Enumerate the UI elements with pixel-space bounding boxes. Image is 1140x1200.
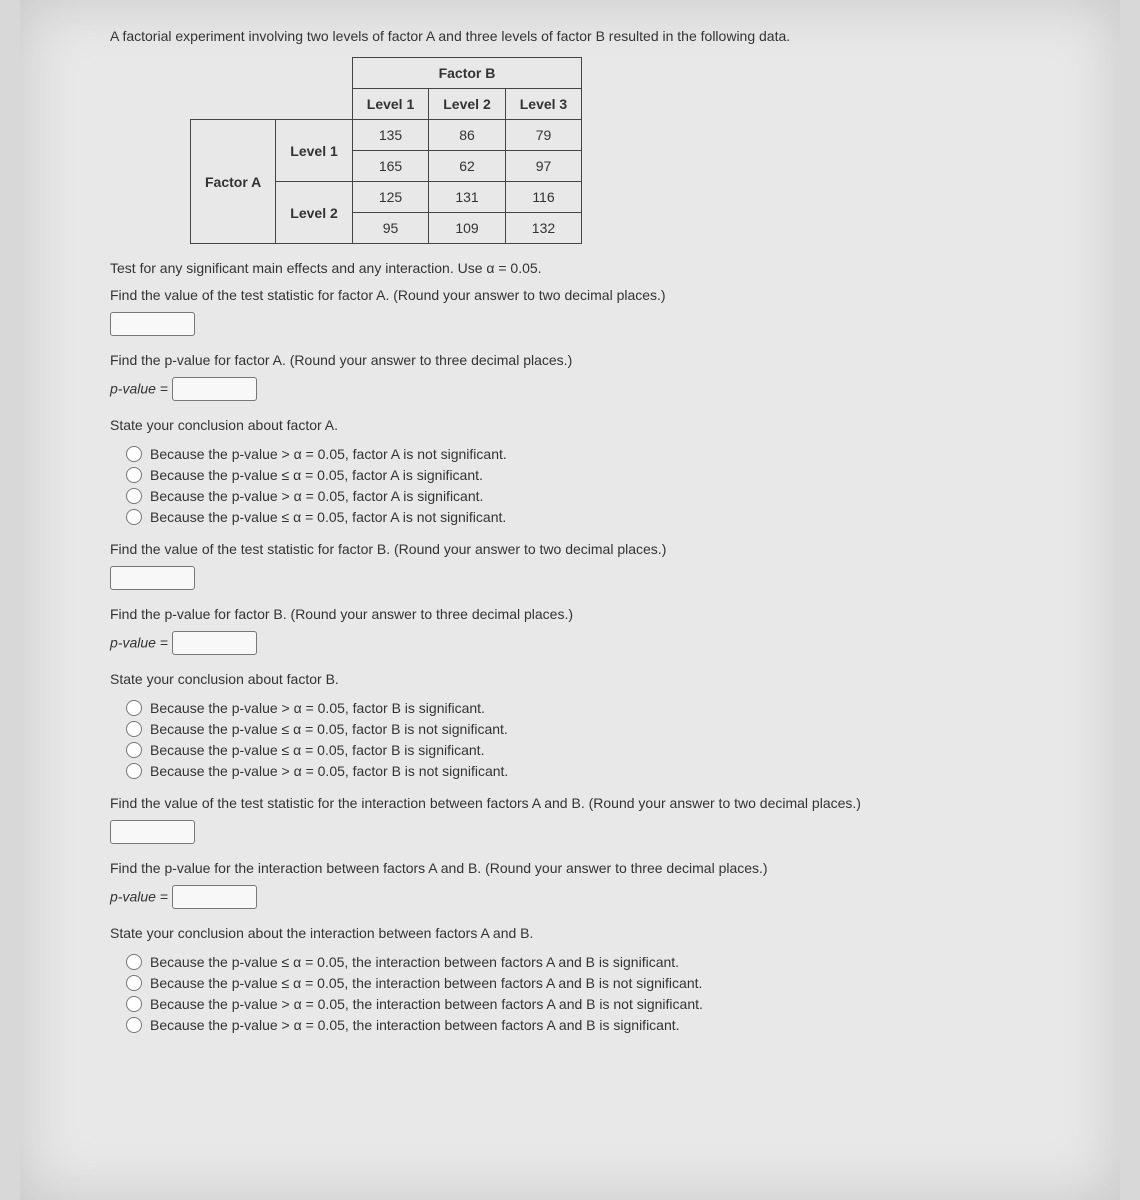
- interaction-option-3-radio[interactable]: [126, 996, 142, 1012]
- factor-b-option-3: Because the p-value ≤ α = 0.05, factor B…: [150, 742, 484, 758]
- interaction-option-3: Because the p-value > α = 0.05, the inte…: [150, 996, 703, 1012]
- factor-b-option-2: Because the p-value ≤ α = 0.05, factor B…: [150, 721, 508, 737]
- factor-b-pval-prompt: Find the p-value for factor B. (Round yo…: [110, 604, 1090, 625]
- col-level3: Level 3: [505, 89, 581, 120]
- interaction-pval-input[interactable]: [172, 885, 257, 909]
- row-level2: Level 2: [276, 182, 352, 244]
- factor-a-option-1: Because the p-value > α = 0.05, factor A…: [150, 446, 507, 462]
- factor-a-option-1-radio[interactable]: [126, 446, 142, 462]
- cell: 165: [352, 151, 428, 182]
- pvalue-label: p-value =: [110, 381, 168, 397]
- cell: 79: [505, 120, 581, 151]
- factor-b-concl-prompt: State your conclusion about factor B.: [110, 669, 1090, 690]
- factor-a-option-4: Because the p-value ≤ α = 0.05, factor A…: [150, 509, 506, 525]
- intro-text: A factorial experiment involving two lev…: [110, 26, 1090, 47]
- row-level1: Level 1: [276, 120, 352, 182]
- interaction-option-2: Because the p-value ≤ α = 0.05, the inte…: [150, 975, 702, 991]
- factor-a-stat-prompt: Find the value of the test statistic for…: [110, 285, 1090, 306]
- pvalue-label: p-value =: [110, 889, 168, 905]
- factor-a-pval-prompt: Find the p-value for factor A. (Round yo…: [110, 350, 1090, 371]
- factor-b-pval-input[interactable]: [172, 631, 257, 655]
- cell: 135: [352, 120, 428, 151]
- cell: 62: [429, 151, 505, 182]
- factor-a-option-3-radio[interactable]: [126, 488, 142, 504]
- cell: 97: [505, 151, 581, 182]
- cell: 86: [429, 120, 505, 151]
- factor-b-option-1-radio[interactable]: [126, 700, 142, 716]
- cell: 116: [505, 182, 581, 213]
- interaction-option-4: Because the p-value > α = 0.05, the inte…: [150, 1017, 680, 1033]
- cell: 131: [429, 182, 505, 213]
- factor-a-option-2: Because the p-value ≤ α = 0.05, factor A…: [150, 467, 483, 483]
- test-instruction: Test for any significant main effects an…: [110, 258, 1090, 279]
- factor-b-option-4: Because the p-value > α = 0.05, factor B…: [150, 763, 508, 779]
- cell: 95: [352, 213, 428, 244]
- col-level2: Level 2: [429, 89, 505, 120]
- interaction-pval-prompt: Find the p-value for the interaction bet…: [110, 858, 1090, 879]
- interaction-option-1: Because the p-value ≤ α = 0.05, the inte…: [150, 954, 679, 970]
- cell: 132: [505, 213, 581, 244]
- question-page: A factorial experiment involving two lev…: [20, 0, 1120, 1200]
- pvalue-label: p-value =: [110, 635, 168, 651]
- factor-a-pval-input[interactable]: [172, 377, 257, 401]
- factor-a-header: Factor A: [191, 120, 276, 244]
- interaction-concl-prompt: State your conclusion about the interact…: [110, 923, 1090, 944]
- factor-b-stat-prompt: Find the value of the test statistic for…: [110, 539, 1090, 560]
- factor-b-header: Factor B: [352, 58, 581, 89]
- factor-a-option-2-radio[interactable]: [126, 467, 142, 483]
- interaction-stat-input[interactable]: [110, 820, 195, 844]
- interaction-option-4-radio[interactable]: [126, 1017, 142, 1033]
- interaction-option-2-radio[interactable]: [126, 975, 142, 991]
- factor-b-option-4-radio[interactable]: [126, 763, 142, 779]
- factor-b-option-1: Because the p-value > α = 0.05, factor B…: [150, 700, 485, 716]
- col-level1: Level 1: [352, 89, 428, 120]
- factor-a-concl-prompt: State your conclusion about factor A.: [110, 415, 1090, 436]
- factor-a-option-3: Because the p-value > α = 0.05, factor A…: [150, 488, 483, 504]
- cell: 125: [352, 182, 428, 213]
- factor-a-stat-input[interactable]: [110, 312, 195, 336]
- factor-b-option-3-radio[interactable]: [126, 742, 142, 758]
- data-table: Factor B Level 1 Level 2 Level 3 Factor …: [190, 57, 582, 244]
- factor-a-option-4-radio[interactable]: [126, 509, 142, 525]
- factor-b-option-2-radio[interactable]: [126, 721, 142, 737]
- interaction-stat-prompt: Find the value of the test statistic for…: [110, 793, 1090, 814]
- cell: 109: [429, 213, 505, 244]
- factor-b-stat-input[interactable]: [110, 566, 195, 590]
- interaction-option-1-radio[interactable]: [126, 954, 142, 970]
